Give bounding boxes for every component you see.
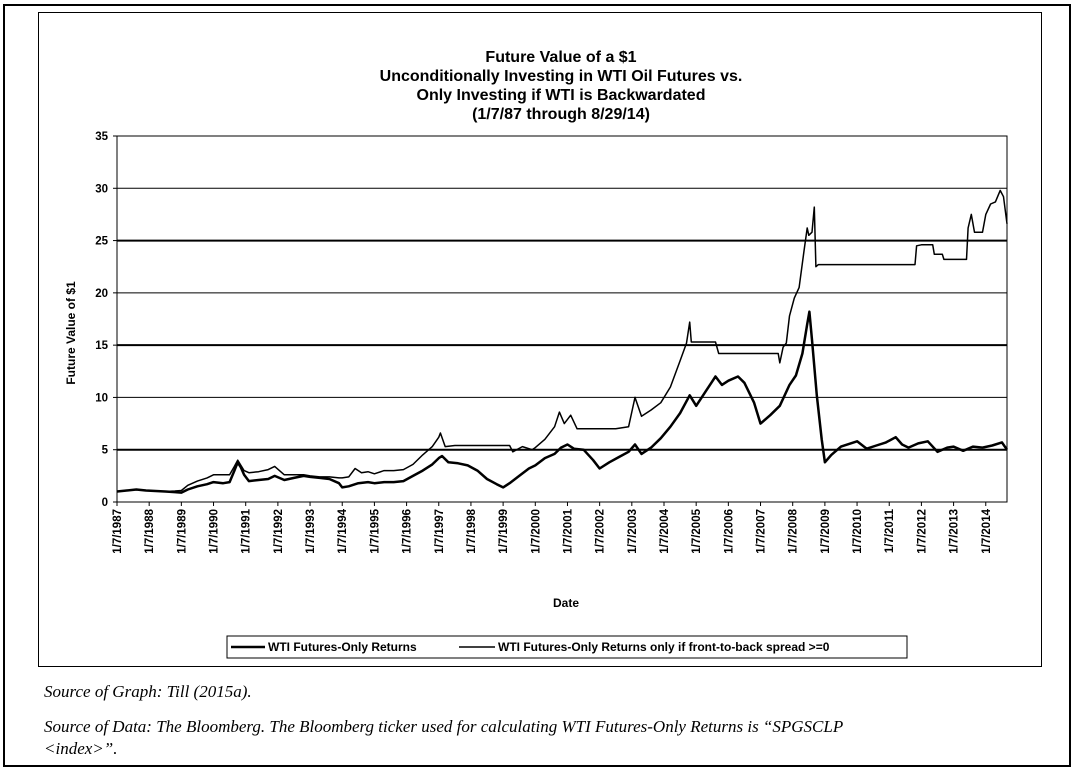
gridlines bbox=[117, 187, 1007, 451]
x-tick-label: 1/7/2009 bbox=[820, 509, 832, 554]
y-axis-title: Future Value of $1 bbox=[64, 281, 78, 385]
series-line-backwardated bbox=[116, 189, 1008, 493]
y-axis-ticks: 0 5 10 15 20 25 30 35 bbox=[95, 131, 117, 509]
source-of-data-line-2: <index>”. bbox=[44, 739, 118, 758]
legend: WTI Futures-Only Returns WTI Futures-Onl… bbox=[226, 635, 908, 659]
source-of-data: Source of Data: The Bloomberg. The Bloom… bbox=[44, 716, 1034, 760]
plot-area bbox=[116, 135, 1008, 503]
source-of-data-line-1: Source of Data: The Bloomberg. The Bloom… bbox=[44, 717, 844, 736]
x-tick-label: 1/7/2008 bbox=[788, 508, 800, 553]
x-tick-label: 1/7/1996 bbox=[402, 509, 414, 554]
chart-title-line-2: Unconditionally Investing in WTI Oil Fut… bbox=[380, 68, 743, 85]
x-tick-label: 1/7/1989 bbox=[176, 509, 188, 554]
y-tick-label: 15 bbox=[95, 340, 108, 352]
y-tick-label: 35 bbox=[95, 131, 108, 143]
x-tick-label: 1/7/1999 bbox=[498, 509, 510, 554]
y-tick-label: 25 bbox=[95, 236, 108, 248]
figure-frame bbox=[3, 4, 1071, 767]
series-line-futures-only bbox=[116, 310, 1009, 494]
x-tick-label: 1/7/1992 bbox=[273, 509, 285, 554]
x-tick-label: 1/7/2012 bbox=[916, 509, 928, 554]
x-tick-label: 1/7/2003 bbox=[627, 509, 639, 554]
y-tick-label: 20 bbox=[95, 288, 108, 300]
x-tick-label: 1/7/2001 bbox=[562, 508, 574, 553]
y-tick-label: 10 bbox=[95, 392, 108, 404]
y-tick-label: 30 bbox=[95, 183, 108, 195]
legend-label-2: WTI Futures-Only Returns only if front-t… bbox=[498, 640, 830, 654]
x-tick-label: 1/7/2011 bbox=[884, 508, 896, 553]
x-tick-label: 1/7/1994 bbox=[337, 508, 349, 553]
x-tick-label: 1/7/1997 bbox=[434, 509, 446, 554]
chart-frame: Future Value of a $1 Unconditionally Inv… bbox=[38, 12, 1042, 667]
x-axis-title: Date bbox=[553, 596, 579, 610]
x-tick-label: 1/7/2013 bbox=[949, 509, 961, 554]
x-tick-label: 1/7/2005 bbox=[691, 508, 703, 553]
x-tick-label: 1/7/1995 bbox=[369, 508, 381, 553]
source-of-graph: Source of Graph: Till (2015a). bbox=[44, 682, 252, 701]
x-axis-ticks: 1/7/1987 1/7/1988 1/7/1989 1/7/1990 1/7/1991… bbox=[112, 502, 993, 554]
x-tick-label: 1/7/2006 bbox=[723, 509, 735, 554]
line-chart: Future Value of a $1 Unconditionally Inv… bbox=[64, 49, 1009, 659]
x-tick-label: 1/7/1988 bbox=[144, 508, 156, 553]
chart-title-line-4: (1/7/87 through 8/29/14) bbox=[472, 106, 650, 123]
x-tick-label: 1/7/2004 bbox=[659, 508, 671, 553]
x-tick-label: 1/7/2007 bbox=[756, 509, 768, 554]
x-tick-label: 1/7/1990 bbox=[209, 509, 221, 554]
x-tick-label: 1/7/2014 bbox=[981, 508, 993, 553]
x-tick-label: 1/7/2000 bbox=[530, 509, 542, 554]
chart-title-line-1: Future Value of a $1 bbox=[485, 49, 636, 66]
y-tick-label: 0 bbox=[102, 497, 108, 509]
x-tick-label: 1/7/1993 bbox=[305, 509, 317, 554]
x-tick-label: 1/7/1987 bbox=[112, 509, 124, 554]
x-tick-label: 1/7/2010 bbox=[852, 509, 864, 554]
chart-title: Future Value of a $1 Unconditionally Inv… bbox=[380, 49, 743, 123]
legend-box bbox=[226, 635, 908, 659]
y-tick-label: 5 bbox=[102, 445, 109, 457]
x-tick-label: 1/7/1991 bbox=[241, 508, 253, 553]
x-tick-label: 1/7/1998 bbox=[466, 508, 478, 553]
series-lines bbox=[116, 189, 1009, 494]
chart-title-line-3: Only Investing if WTI is Backwardated bbox=[417, 87, 706, 104]
x-tick-label: 1/7/2002 bbox=[595, 509, 607, 554]
legend-label-1: WTI Futures-Only Returns bbox=[268, 640, 417, 654]
